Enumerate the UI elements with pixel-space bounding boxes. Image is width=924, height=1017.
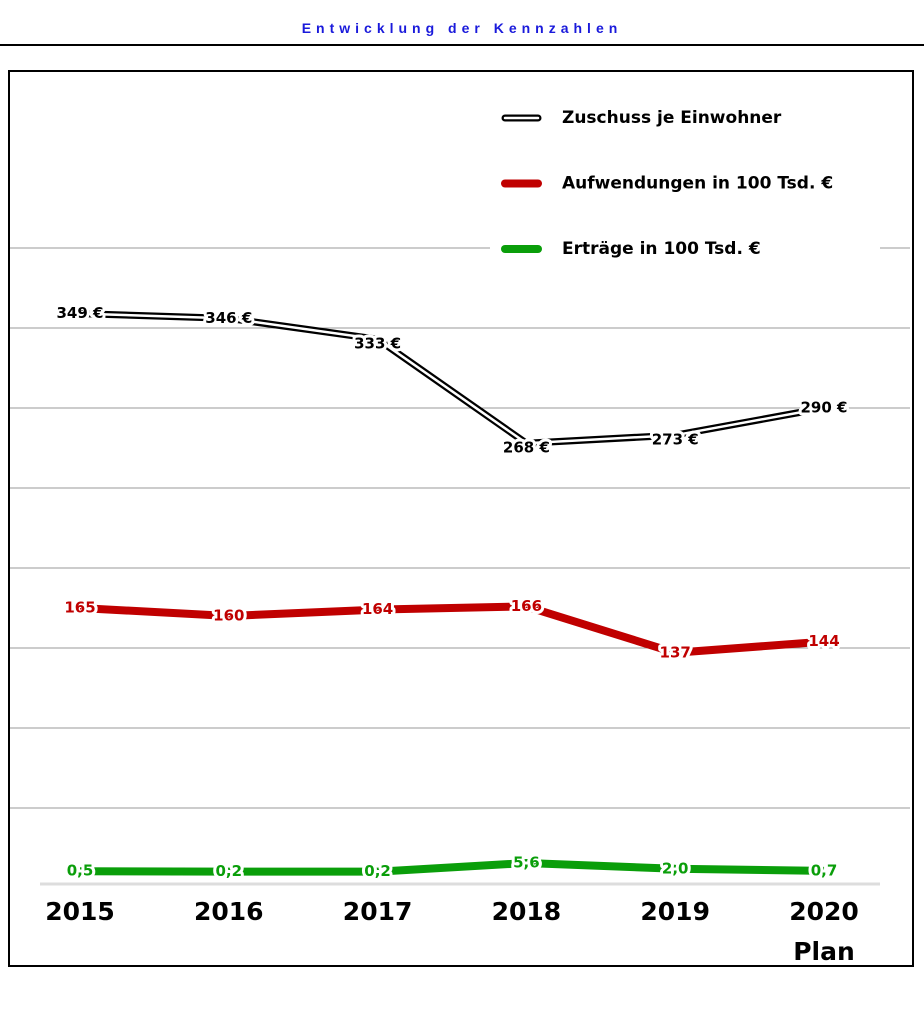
- x-tick-label: 2016: [194, 897, 264, 926]
- x-tick-label: 2020 Plan: [789, 897, 859, 966]
- series-line: [79, 859, 825, 876]
- data-label: 160: [213, 607, 244, 625]
- data-label: 5,6: [513, 854, 540, 872]
- series-line: [79, 310, 825, 447]
- data-label: 0,7: [811, 861, 838, 879]
- data-label: 346 €: [205, 309, 252, 327]
- legend-background: [490, 95, 880, 275]
- x-tick-label: 2019: [640, 897, 710, 926]
- series-line-inner: [79, 312, 825, 445]
- data-label: 0,5: [67, 862, 94, 880]
- grid: [10, 247, 910, 809]
- data-label: 0,2: [364, 862, 391, 880]
- x-tick-label: 2015: [45, 897, 115, 926]
- x-tick-label: 2018: [491, 897, 562, 926]
- data-label: 349 €: [57, 304, 104, 322]
- legend-label: Erträge in 100 Tsd. €: [562, 239, 761, 259]
- data-label: 333 €: [354, 335, 401, 353]
- data-label: 268 €: [503, 439, 550, 457]
- title-bar: Entwicklung der Kennzahlen: [0, 0, 924, 46]
- data-label: 2,0: [662, 859, 689, 877]
- data-label: 0,2: [216, 862, 243, 880]
- data-label: 273 €: [652, 431, 699, 449]
- data-label: 164: [362, 600, 393, 618]
- data-label: 166: [511, 597, 542, 615]
- data-label: 165: [64, 599, 95, 617]
- data-label: 137: [660, 643, 691, 661]
- x-tick-label: 2017: [342, 897, 413, 926]
- chart-frame: [8, 70, 914, 967]
- legend-label: Aufwendungen in 100 Tsd. €: [562, 174, 833, 194]
- legend-label: Zuschuss je Einwohner: [562, 108, 782, 128]
- data-label: 144: [808, 632, 839, 650]
- data-label: 290 €: [801, 399, 848, 417]
- series-line: [79, 602, 825, 657]
